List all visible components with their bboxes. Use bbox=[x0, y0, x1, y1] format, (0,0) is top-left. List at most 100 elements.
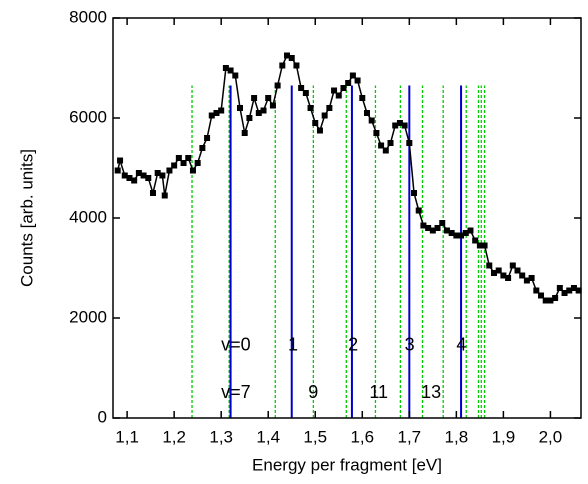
data-point bbox=[189, 167, 196, 174]
data-point bbox=[236, 105, 243, 111]
data-point bbox=[331, 87, 338, 94]
x-tick-label: 1,8 bbox=[445, 427, 469, 446]
annotation: 11 bbox=[369, 382, 388, 402]
data-point bbox=[213, 110, 220, 116]
annotation: v=0 bbox=[221, 334, 251, 354]
data-point bbox=[140, 172, 147, 179]
data-point bbox=[514, 267, 521, 274]
data-point bbox=[293, 62, 300, 69]
data-point bbox=[222, 65, 229, 71]
data-point bbox=[335, 92, 342, 99]
plot-frame bbox=[112, 17, 582, 419]
data-point bbox=[161, 192, 168, 199]
data-point bbox=[486, 262, 493, 269]
data-point bbox=[349, 72, 356, 79]
data-point bbox=[326, 105, 333, 111]
data-point bbox=[378, 142, 385, 149]
data-point bbox=[180, 160, 187, 166]
data-point bbox=[298, 85, 305, 91]
data-point bbox=[208, 112, 215, 119]
x-tick-label: 1,2 bbox=[162, 427, 186, 446]
data-point bbox=[556, 285, 563, 291]
data-point bbox=[166, 167, 173, 174]
data-point bbox=[194, 160, 201, 166]
data-point bbox=[500, 272, 507, 279]
annotation: 3 bbox=[405, 334, 415, 354]
data-point bbox=[523, 277, 530, 284]
data-point bbox=[570, 285, 577, 291]
data-point bbox=[363, 110, 370, 116]
data-point bbox=[458, 232, 465, 239]
data-point bbox=[131, 177, 138, 184]
data-point bbox=[312, 120, 319, 126]
data-point bbox=[552, 295, 559, 301]
data-point bbox=[368, 117, 375, 124]
data-point bbox=[415, 207, 422, 214]
x-tick-label: 1,4 bbox=[256, 427, 280, 446]
data-point bbox=[159, 172, 166, 179]
data-point bbox=[279, 62, 286, 69]
x-tick-label: 1,6 bbox=[350, 427, 374, 446]
data-point bbox=[241, 130, 248, 136]
data-point bbox=[232, 72, 239, 79]
x-tick-label: 2,0 bbox=[539, 427, 563, 446]
data-point bbox=[321, 112, 328, 119]
data-point bbox=[575, 287, 582, 294]
data-point bbox=[420, 222, 427, 229]
data-point bbox=[387, 140, 394, 146]
data-point bbox=[429, 227, 436, 234]
data-point bbox=[453, 232, 460, 239]
data-point bbox=[542, 297, 549, 304]
data-point bbox=[121, 172, 128, 179]
data-point bbox=[495, 267, 502, 274]
data-point bbox=[359, 95, 366, 101]
data-point bbox=[434, 225, 441, 231]
data-point bbox=[561, 290, 568, 296]
data-point bbox=[135, 170, 142, 176]
data-point bbox=[307, 105, 314, 111]
data-point bbox=[566, 287, 573, 294]
data-point bbox=[448, 230, 455, 236]
data-point bbox=[467, 227, 474, 234]
data-point bbox=[288, 55, 295, 61]
data-point bbox=[185, 155, 192, 161]
data-point bbox=[476, 242, 483, 249]
x-tick-label: 1,5 bbox=[303, 427, 327, 446]
data-point bbox=[509, 262, 516, 269]
y-axis-title: Counts [arb. units] bbox=[17, 149, 36, 287]
data-point bbox=[411, 190, 418, 196]
data-point bbox=[406, 140, 413, 146]
data-point bbox=[126, 175, 133, 181]
annotation: 2 bbox=[348, 334, 358, 354]
y-tick-label: 4000 bbox=[69, 207, 107, 226]
data-point bbox=[519, 272, 526, 279]
data-point bbox=[443, 227, 450, 234]
annotation: 1 bbox=[288, 334, 298, 354]
data-point bbox=[528, 275, 535, 281]
data-point bbox=[490, 270, 497, 276]
data-point bbox=[265, 95, 272, 101]
data-point bbox=[175, 155, 182, 161]
y-tick-label: 2000 bbox=[69, 307, 107, 326]
data-point bbox=[401, 122, 408, 129]
data-point bbox=[269, 102, 276, 109]
data-point bbox=[302, 90, 309, 96]
data-point bbox=[439, 220, 446, 226]
data-point bbox=[392, 122, 399, 129]
data-point bbox=[199, 145, 206, 151]
data-point bbox=[149, 190, 156, 196]
data-point bbox=[246, 115, 253, 121]
data-point bbox=[538, 292, 545, 299]
data-point bbox=[396, 120, 403, 126]
data-point bbox=[316, 127, 323, 134]
data-point bbox=[481, 242, 488, 249]
y-tick-label: 6000 bbox=[69, 107, 107, 126]
data-point bbox=[260, 107, 267, 114]
x-tick-label: 1,9 bbox=[492, 427, 516, 446]
data-point bbox=[425, 225, 432, 231]
y-tick-label: 0 bbox=[98, 407, 107, 426]
data-line bbox=[116, 54, 580, 302]
annotation: 13 bbox=[421, 382, 441, 402]
data-point bbox=[145, 175, 152, 181]
